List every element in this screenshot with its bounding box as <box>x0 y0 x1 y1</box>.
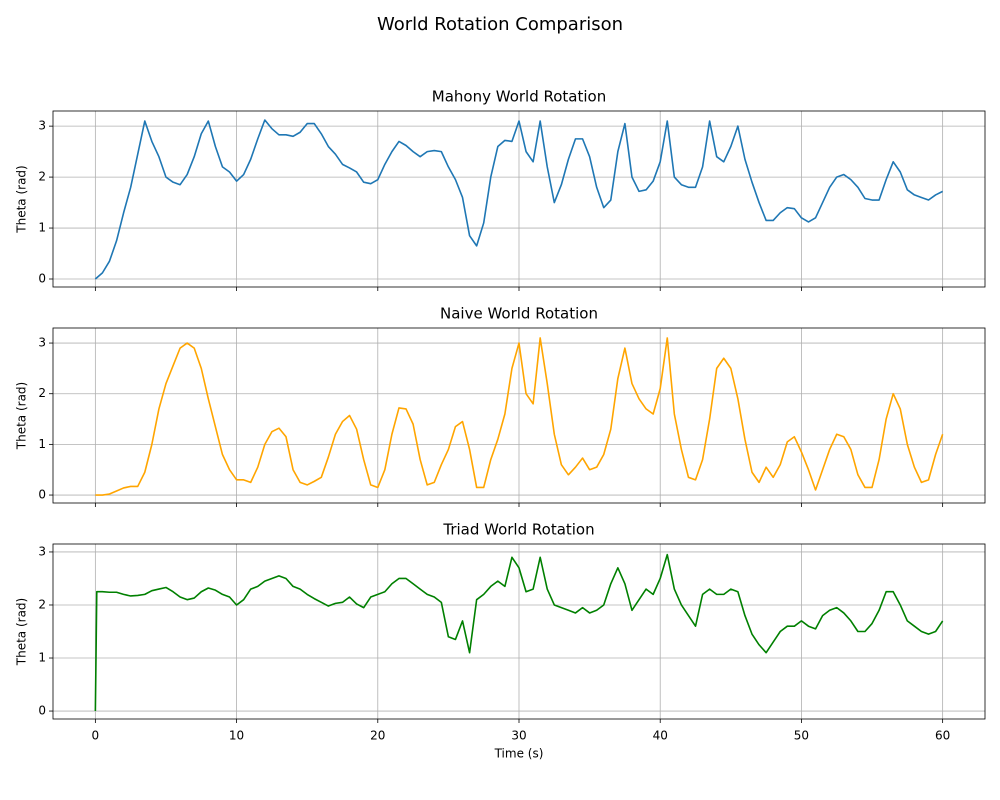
y-tick-label: 0 <box>38 704 46 718</box>
x-tick-label: 20 <box>370 729 385 743</box>
axes-title: Triad World Rotation <box>442 521 594 539</box>
y-axis-label: Theta (rad) <box>15 165 29 233</box>
y-tick-label: 1 <box>38 651 46 665</box>
y-tick-label: 3 <box>38 544 46 558</box>
y-tick-label: 3 <box>38 336 46 350</box>
axes-title: Mahony World Rotation <box>432 88 606 106</box>
y-tick-label: 2 <box>38 170 46 184</box>
y-tick-label: 2 <box>38 597 46 611</box>
x-tick-label: 10 <box>229 729 244 743</box>
x-tick-label: 40 <box>653 729 668 743</box>
x-tick-label: 50 <box>794 729 809 743</box>
data-line <box>95 337 944 496</box>
x-tick-label: 60 <box>935 729 950 743</box>
x-tick-label: 30 <box>511 729 526 743</box>
y-tick-label: 1 <box>38 437 46 451</box>
figure-title: World Rotation Comparison <box>377 14 623 35</box>
data-line <box>94 553 944 712</box>
x-tick-label: 0 <box>92 729 100 743</box>
y-tick-label: 0 <box>38 488 46 502</box>
x-axis-label: Time (s) <box>494 747 544 761</box>
y-tick-label: 2 <box>38 386 46 400</box>
y-tick-label: 3 <box>38 119 46 133</box>
axes-frame <box>52 110 986 288</box>
y-tick-label: 0 <box>38 272 46 286</box>
axes-frame <box>52 327 986 504</box>
axes-frame <box>52 543 986 720</box>
y-axis-label: Theta (rad) <box>15 598 29 666</box>
y-tick-label: 1 <box>38 221 46 235</box>
axes-title: Naive World Rotation <box>440 305 598 323</box>
data-line <box>94 119 944 280</box>
y-axis-label: Theta (rad) <box>15 382 29 450</box>
